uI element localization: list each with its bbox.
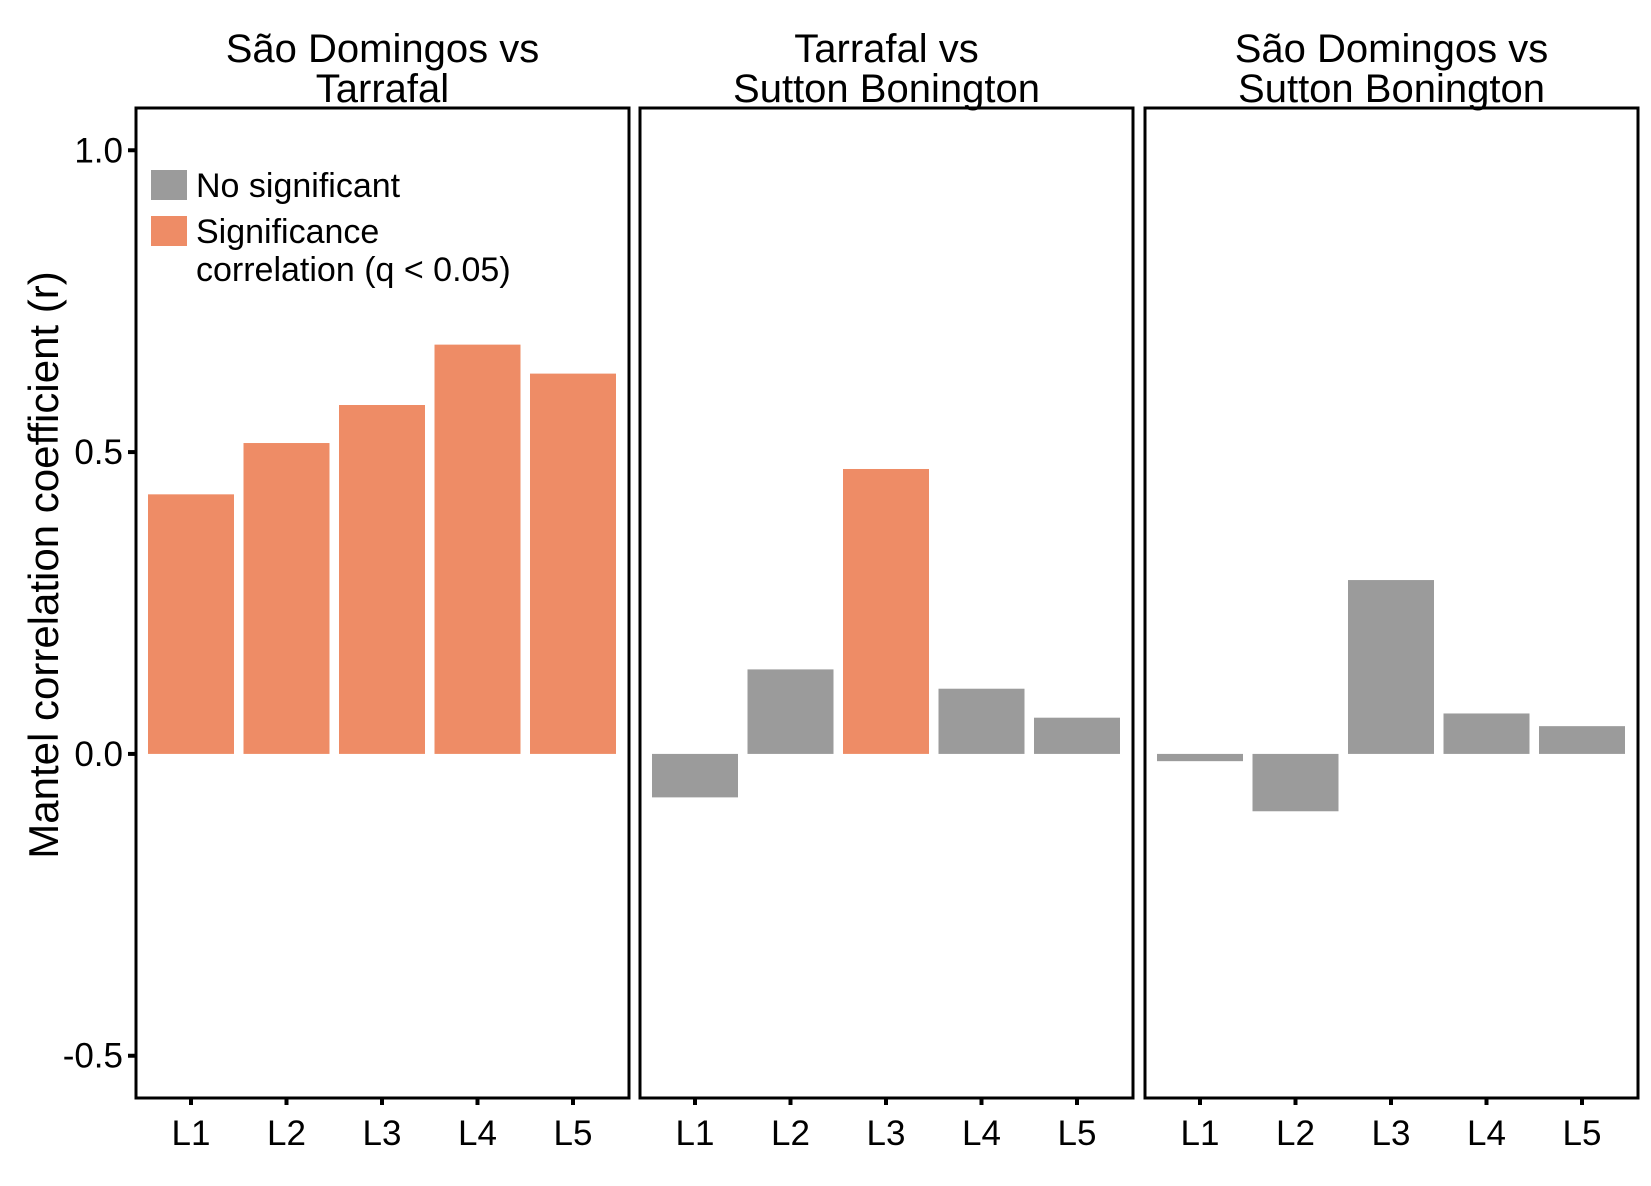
x-tick-label: L2: [771, 1114, 810, 1153]
x-tick-label: L1: [1181, 1114, 1220, 1153]
y-tick-label: -0.5: [63, 1037, 123, 1076]
panel-title-line: Tarrafal: [316, 67, 449, 111]
y-tick-label: 1.0: [74, 131, 123, 170]
bar-L4: [1443, 713, 1530, 754]
bar-L4: [434, 344, 521, 754]
legend-label-ns: No significant: [196, 167, 401, 205]
panel-title-line: Sutton Bonington: [1238, 67, 1545, 111]
x-tick-label: L5: [1563, 1114, 1602, 1153]
x-tick-label: L4: [458, 1114, 497, 1153]
x-tick-label: L2: [267, 1114, 306, 1153]
x-tick-label: L2: [1276, 1114, 1315, 1153]
x-tick-label: L3: [867, 1114, 906, 1153]
bar-L4: [938, 688, 1025, 754]
x-tick-label: L1: [676, 1114, 715, 1153]
bar-L3: [339, 405, 425, 754]
y-axis: 1.0 0.5 0.0 -0.5: [63, 131, 136, 1076]
panel-title-line: São Domingos vs: [1235, 27, 1548, 71]
x-tick-label: L4: [962, 1114, 1001, 1153]
x-tick-label: L5: [554, 1114, 593, 1153]
y-axis-title: Mantel correlation coefficient (r): [20, 271, 67, 858]
bar-L1: [148, 494, 234, 754]
bar-L2: [243, 443, 330, 754]
bar-L2: [747, 669, 834, 754]
panel-title-line: Sutton Bonington: [733, 67, 1040, 111]
legend-swatch-sig: [151, 216, 187, 246]
legend-swatch-ns: [151, 170, 187, 200]
bar-L1: [1157, 753, 1243, 762]
y-axis-title-group: Mantel correlation coefficient (r): [20, 271, 67, 858]
x-tick-label: L3: [363, 1114, 402, 1153]
x-tick-label: L1: [172, 1114, 211, 1153]
x-tick-label: L5: [1058, 1114, 1097, 1153]
bar-L5: [1034, 717, 1120, 754]
x-tick-label: L3: [1372, 1114, 1411, 1153]
bar-L3: [843, 468, 929, 754]
legend-label-sig: Significance: [196, 213, 379, 251]
bar-L3: [1348, 580, 1434, 754]
bar-L5: [1539, 726, 1625, 754]
legend-label-sig: correlation (q < 0.05): [196, 251, 511, 289]
bar-L1: [652, 753, 738, 798]
bar-L2: [1252, 753, 1339, 812]
x-tick-label: L4: [1467, 1114, 1506, 1153]
panel-title-line: São Domingos vs: [226, 27, 539, 71]
y-tick-label: 0.5: [74, 433, 123, 472]
panel-title-line: Tarrafal vs: [794, 27, 979, 71]
bar-L5: [530, 373, 616, 754]
y-tick-label: 0.0: [74, 735, 123, 774]
